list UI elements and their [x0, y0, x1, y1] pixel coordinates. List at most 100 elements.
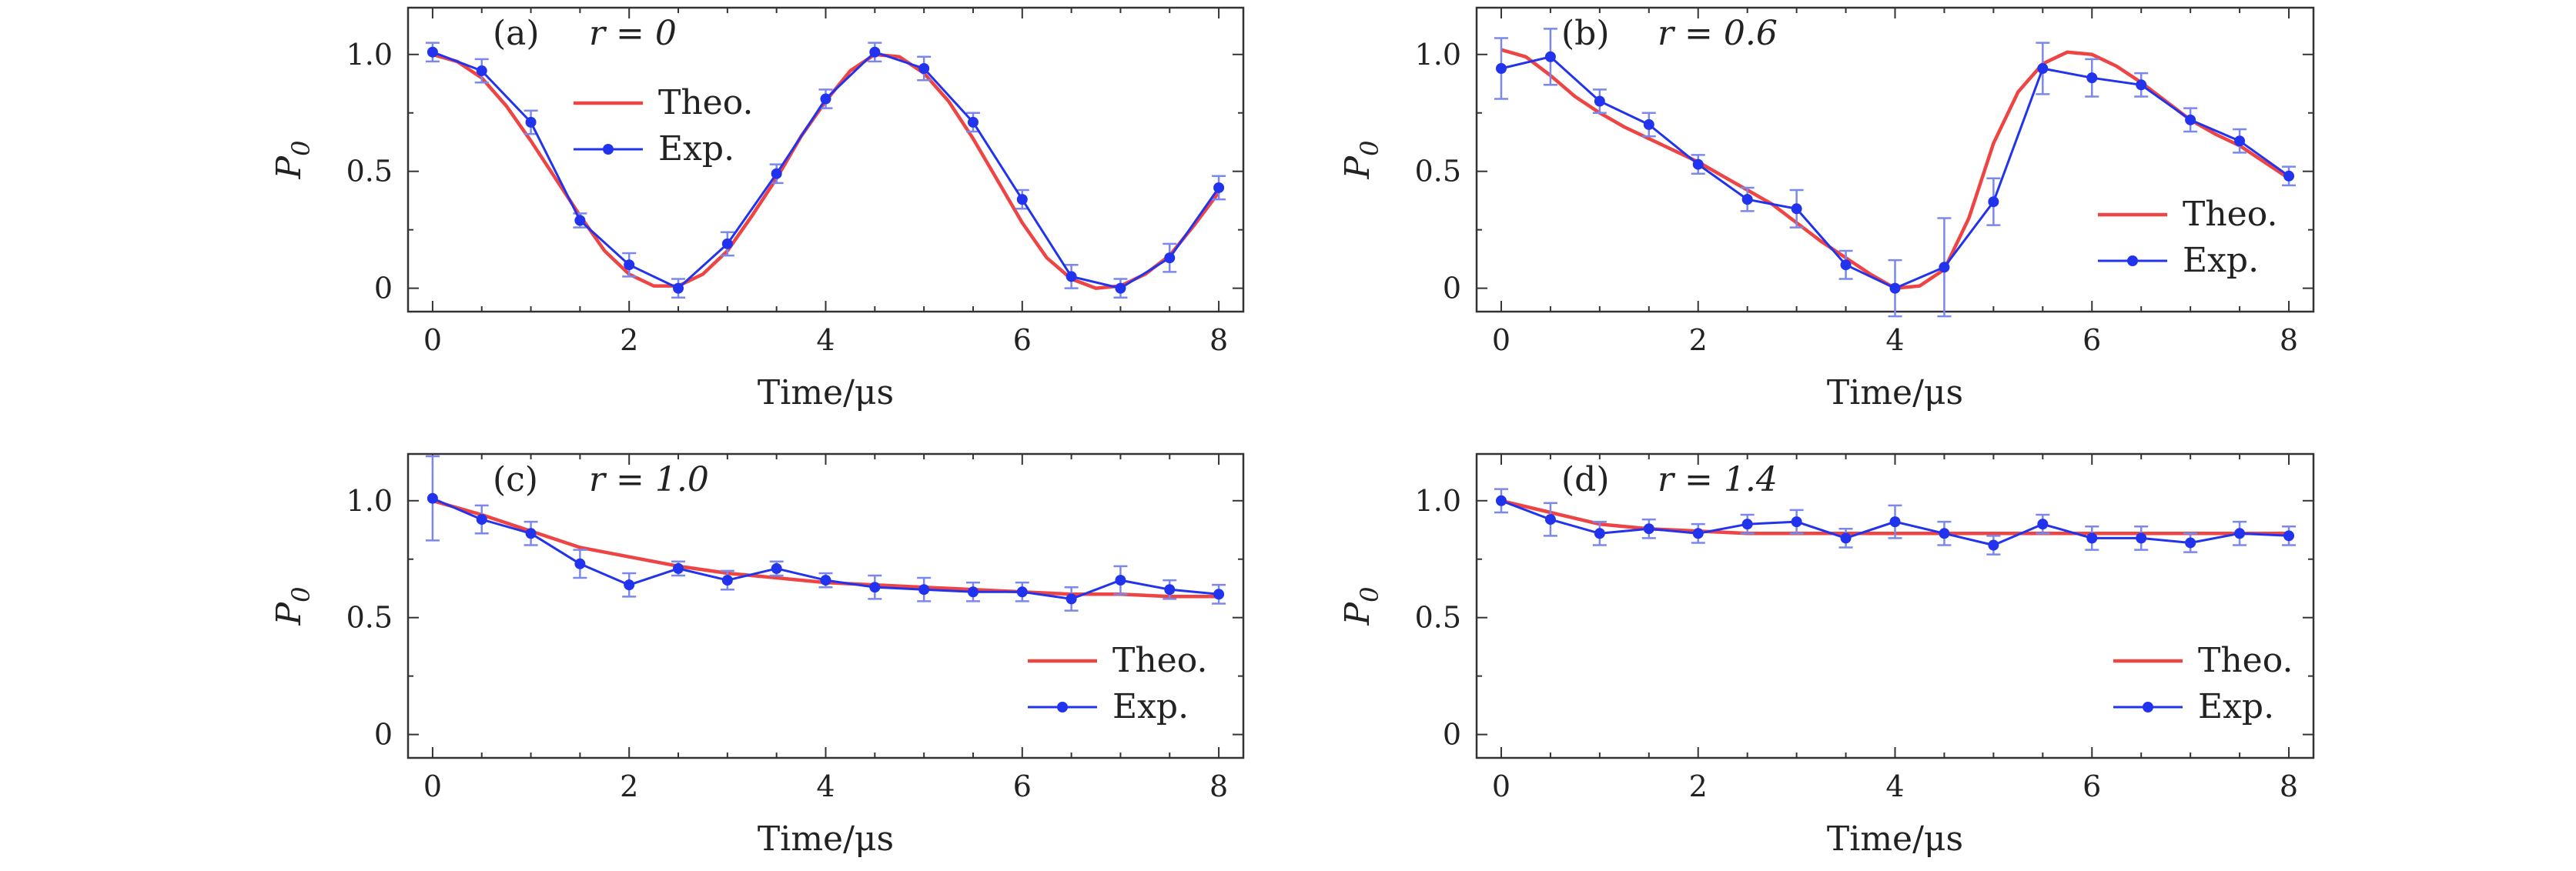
exp-point [1164, 252, 1176, 264]
plot-frame [406, 6, 1245, 313]
x-tick-label: 2 [620, 769, 638, 803]
legend-exp-label: Exp. [2198, 687, 2274, 726]
panel-label: (d) [1561, 460, 1610, 499]
x-axis-title: Time/μs [1827, 373, 1963, 412]
exp-point [673, 562, 684, 574]
exp-point [2185, 114, 2196, 125]
exp-point [2037, 519, 2049, 530]
exp-point [1495, 495, 1507, 506]
exp-point [673, 282, 684, 294]
y-tick-label: 0.5 [346, 601, 393, 635]
legend: Theo. Exp. [574, 83, 753, 169]
exp-point [1016, 586, 1028, 598]
plot-frame [1475, 452, 2315, 759]
x-tick-label: 8 [1209, 769, 1228, 803]
exp-point [1692, 159, 1704, 170]
exp-point [1643, 118, 1654, 130]
exp-point [2234, 135, 2246, 147]
x-tick-label: 8 [2280, 323, 2298, 357]
panel-param: r = 1.4 [1658, 460, 1778, 499]
exp-point [1741, 194, 1753, 205]
x-tick-label: 6 [1013, 323, 1032, 357]
exp-point [1791, 516, 1802, 528]
exp-point [918, 63, 930, 74]
exp-point [1164, 584, 1176, 596]
exp-point [624, 579, 635, 591]
exp-point [1016, 194, 1028, 205]
panel-param: r = 1.0 [589, 460, 709, 499]
y-tick-label: 0 [1443, 718, 1461, 752]
y-axis-title: P0 [1338, 141, 1384, 180]
panel-label: (b) [1561, 14, 1610, 53]
legend: Theo. Exp. [2113, 641, 2293, 726]
x-axis-title: Time/μs [758, 373, 894, 412]
exp-point [1544, 51, 1556, 62]
x-tick-label: 8 [2280, 769, 2298, 803]
legend-exp-marker [2143, 702, 2153, 712]
exp-point [1840, 259, 1852, 271]
exp-point [1791, 203, 1802, 215]
exp-point [476, 65, 487, 77]
legend-exp-label: Exp. [658, 129, 734, 169]
y-axis-title-sub: 0 [286, 587, 316, 602]
exp-point [1643, 523, 1654, 535]
exp-point [2136, 532, 2147, 544]
exp-point [1939, 262, 1950, 273]
exp-point [1889, 516, 1901, 528]
exp-point [918, 584, 930, 596]
exp-point [820, 575, 831, 586]
y-tick-label: 0 [1443, 272, 1461, 305]
x-axis-title: Time/μs [758, 819, 894, 859]
y-tick-label: 1.0 [1415, 38, 1461, 72]
exp-point [721, 575, 733, 586]
y-axis-title-sub: 0 [1355, 141, 1384, 156]
exp-point [869, 582, 881, 593]
legend-exp-marker [1057, 702, 1068, 712]
exp-point [2037, 63, 2049, 74]
x-tick-label: 6 [2083, 769, 2101, 803]
y-axis-title-main: P [1338, 601, 1377, 626]
exp-point [1889, 282, 1901, 294]
exp-point [2185, 537, 2196, 549]
x-tick-label: 0 [1492, 769, 1510, 803]
panel-param: r = 0 [589, 14, 677, 53]
exp-point [1594, 95, 1605, 107]
x-tick-label: 0 [423, 323, 442, 357]
exp-point [1213, 182, 1225, 193]
exp-point [1840, 532, 1852, 544]
exp-point [1544, 514, 1556, 526]
exp-point [624, 259, 635, 271]
y-tick-label: 1.0 [1415, 484, 1461, 518]
exp-point [476, 514, 487, 526]
exp-point [967, 586, 979, 598]
exp-point [1939, 528, 1950, 539]
legend-theo-label: Theo. [1112, 641, 1207, 680]
exp-point [1988, 539, 1999, 551]
legend-theo-label: Theo. [658, 83, 753, 122]
y-axis-title: P0 [1338, 587, 1384, 626]
legend: Theo. Exp. [1028, 641, 1207, 726]
x-tick-label: 0 [423, 769, 442, 803]
y-axis-title: P0 [269, 587, 316, 626]
exp-point [820, 93, 831, 105]
y-tick-label: 0.5 [1415, 155, 1461, 189]
y-tick-label: 1.0 [346, 484, 393, 518]
x-tick-label: 4 [816, 323, 835, 357]
exp-point [2086, 72, 2098, 84]
exp-point [967, 116, 979, 128]
y-axis-title: P0 [269, 141, 316, 180]
y-axis-title-main: P [1338, 155, 1377, 179]
y-tick-label: 0 [374, 718, 393, 752]
exp-point [1115, 575, 1126, 586]
panel-label: (c) [493, 460, 538, 499]
exp-point [2234, 528, 2246, 539]
legend-exp-marker [2127, 255, 2138, 266]
theo-line [1500, 48, 2290, 290]
legend-exp-label: Exp. [2183, 241, 2259, 280]
exp-point [771, 168, 782, 179]
exp-point [574, 215, 586, 226]
x-tick-label: 2 [1689, 769, 1708, 803]
x-tick-label: 2 [620, 323, 638, 357]
